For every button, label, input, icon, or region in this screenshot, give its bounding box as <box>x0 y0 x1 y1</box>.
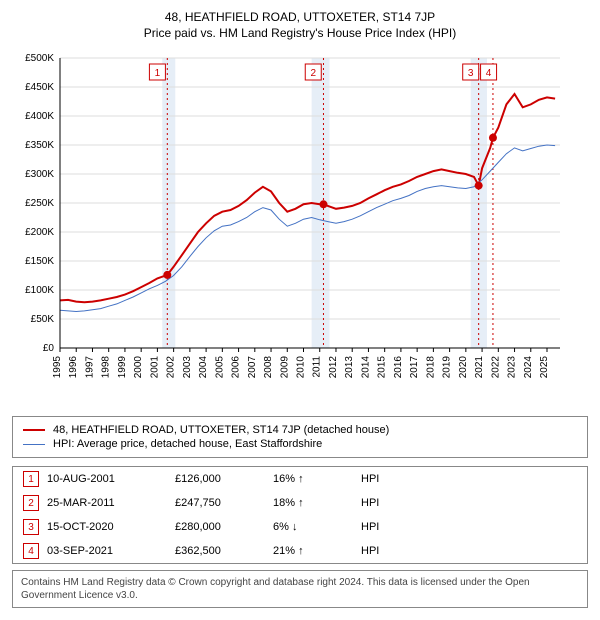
svg-text:2014: 2014 <box>360 356 371 379</box>
sale-vs: HPI <box>361 497 379 509</box>
svg-text:2021: 2021 <box>474 356 485 379</box>
sale-row: 4 03-SEP-2021 £362,500 21% ↑ HPI <box>13 539 587 563</box>
svg-text:1: 1 <box>155 68 161 79</box>
sale-price: £247,750 <box>175 497 265 509</box>
svg-text:2: 2 <box>310 68 316 79</box>
svg-text:£300K: £300K <box>25 169 54 180</box>
svg-text:2016: 2016 <box>393 356 404 379</box>
svg-text:1996: 1996 <box>68 356 79 379</box>
svg-text:£500K: £500K <box>25 53 54 64</box>
svg-text:2023: 2023 <box>507 356 518 379</box>
sale-row: 1 10-AUG-2001 £126,000 16% ↑ HPI <box>13 467 587 491</box>
svg-text:2015: 2015 <box>377 356 388 379</box>
svg-text:£450K: £450K <box>25 82 54 93</box>
svg-text:1997: 1997 <box>84 356 95 379</box>
svg-text:2004: 2004 <box>198 356 209 379</box>
svg-text:2022: 2022 <box>490 356 501 379</box>
svg-text:£200K: £200K <box>25 227 54 238</box>
svg-text:3: 3 <box>468 68 474 79</box>
svg-text:4: 4 <box>486 68 492 79</box>
sale-diff: 16% ↑ <box>273 473 353 485</box>
footer-attribution: Contains HM Land Registry data © Crown c… <box>12 570 588 608</box>
sale-price: £126,000 <box>175 473 265 485</box>
svg-text:£100K: £100K <box>25 285 54 296</box>
svg-text:£50K: £50K <box>31 314 55 325</box>
sale-date: 25-MAR-2011 <box>47 497 167 509</box>
svg-text:£350K: £350K <box>25 140 54 151</box>
chart-svg: £0 £50K £100K £150K £200K £250K £300K £350K £400… <box>12 48 588 408</box>
svg-text:2002: 2002 <box>166 356 177 379</box>
svg-text:2007: 2007 <box>247 356 258 379</box>
sale-vs: HPI <box>361 473 379 485</box>
svg-text:2024: 2024 <box>523 356 534 379</box>
svg-text:1999: 1999 <box>117 356 128 379</box>
svg-text:2019: 2019 <box>442 356 453 379</box>
sale-row: 3 15-OCT-2020 £280,000 6% ↓ HPI <box>13 515 587 539</box>
sale-marker: 4 <box>23 543 39 559</box>
svg-text:2017: 2017 <box>409 356 420 379</box>
legend-label: HPI: Average price, detached house, East… <box>53 438 322 450</box>
svg-text:£250K: £250K <box>25 198 54 209</box>
svg-text:£150K: £150K <box>25 256 54 267</box>
legend-swatch <box>23 444 45 445</box>
svg-text:2006: 2006 <box>231 356 242 379</box>
page-subtitle: Price paid vs. HM Land Registry's House … <box>12 26 588 40</box>
legend-item: HPI: Average price, detached house, East… <box>23 437 577 451</box>
svg-text:2010: 2010 <box>296 356 307 379</box>
sale-date: 10-AUG-2001 <box>47 473 167 485</box>
svg-text:2020: 2020 <box>458 356 469 379</box>
sale-diff: 6% ↓ <box>273 521 353 533</box>
svg-text:1998: 1998 <box>101 356 112 379</box>
sale-vs: HPI <box>361 521 379 533</box>
svg-text:2000: 2000 <box>133 356 144 379</box>
svg-text:2011: 2011 <box>312 356 323 378</box>
sale-marker: 1 <box>23 471 39 487</box>
svg-text:2013: 2013 <box>344 356 355 379</box>
svg-text:2003: 2003 <box>182 356 193 379</box>
price-chart: £0 £50K £100K £150K £200K £250K £300K £350K £400… <box>12 48 588 408</box>
sale-diff: 18% ↑ <box>273 497 353 509</box>
svg-text:2005: 2005 <box>214 356 225 379</box>
sale-date: 03-SEP-2021 <box>47 545 167 557</box>
svg-text:2025: 2025 <box>539 356 550 379</box>
svg-text:2008: 2008 <box>263 356 274 379</box>
page-title: 48, HEATHFIELD ROAD, UTTOXETER, ST14 7JP <box>12 10 588 24</box>
sale-diff: 21% ↑ <box>273 545 353 557</box>
chart-legend: 48, HEATHFIELD ROAD, UTTOXETER, ST14 7JP… <box>12 416 588 458</box>
legend-swatch <box>23 429 45 431</box>
svg-text:2018: 2018 <box>425 356 436 379</box>
sale-vs: HPI <box>361 545 379 557</box>
svg-text:2009: 2009 <box>279 356 290 379</box>
sale-marker: 2 <box>23 495 39 511</box>
sale-row: 2 25-MAR-2011 £247,750 18% ↑ HPI <box>13 491 587 515</box>
svg-text:2012: 2012 <box>328 356 339 379</box>
chart-container: 48, HEATHFIELD ROAD, UTTOXETER, ST14 7JP… <box>0 0 600 616</box>
sale-date: 15-OCT-2020 <box>47 521 167 533</box>
svg-text:£400K: £400K <box>25 111 54 122</box>
sale-marker: 3 <box>23 519 39 535</box>
sale-price: £362,500 <box>175 545 265 557</box>
sales-table: 1 10-AUG-2001 £126,000 16% ↑ HPI 2 25-MAR-2011… <box>12 466 588 564</box>
legend-label: 48, HEATHFIELD ROAD, UTTOXETER, ST14 7JP… <box>53 424 389 436</box>
svg-text:£0: £0 <box>43 343 55 354</box>
svg-text:2001: 2001 <box>149 356 160 379</box>
legend-item: 48, HEATHFIELD ROAD, UTTOXETER, ST14 7JP… <box>23 423 577 437</box>
sale-price: £280,000 <box>175 521 265 533</box>
svg-text:1995: 1995 <box>52 356 63 379</box>
